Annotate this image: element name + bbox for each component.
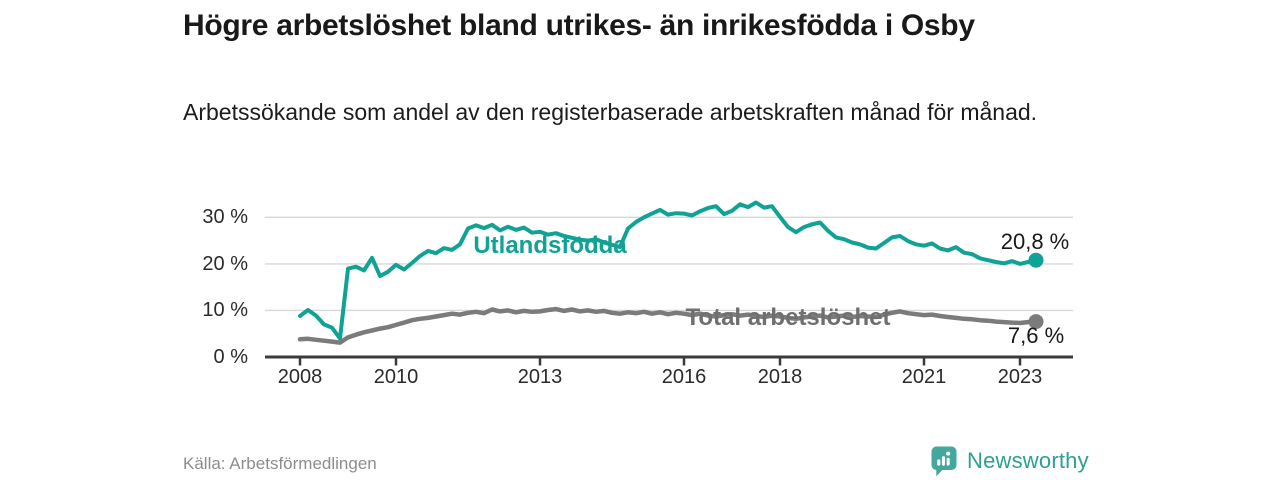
source-note: Källa: Arbetsförmedlingen <box>183 454 377 473</box>
y-tick-label: 10 % <box>202 299 248 321</box>
y-tick-label: 0 % <box>213 346 248 368</box>
newsworthy-logo-icon <box>931 446 957 477</box>
series-end-dot-Total arbetslöshet <box>1028 314 1044 330</box>
end-value-total-arbetsloshet: 7,6 % <box>1007 323 1065 348</box>
chart-title: Högre arbetslöshet bland utrikes- än inr… <box>183 9 975 42</box>
x-tick-label: 2008 <box>277 366 323 388</box>
x-tick-label: 2018 <box>757 366 803 388</box>
x-tick-label: 2021 <box>901 366 947 388</box>
x-tick-label: 2010 <box>373 366 419 388</box>
series-line-Total arbetslöshet <box>297 306 1039 345</box>
chart-subtitle: Arbetssökande som andel av den registerb… <box>183 99 1038 125</box>
newsworthy-logo: Newsworthy <box>930 444 1089 478</box>
series-end-dot-Utlandsfödda <box>1028 252 1044 268</box>
newsworthy-logo-text: Newsworthy <box>967 448 1089 473</box>
series-line-Utlandsfödda <box>298 200 1038 341</box>
y-tick-label: 30 % <box>202 206 248 228</box>
y-tick-label: 20 % <box>202 253 248 275</box>
series-label-total-arbetsloshet: Total arbetslöshet <box>685 304 891 331</box>
x-tick-label: 2016 <box>661 366 707 388</box>
x-tick-label: 2013 <box>517 366 563 388</box>
end-value-utlandsfodda: 20,8 % <box>1000 229 1070 254</box>
series-label-utlandsfodda: Utlandsfödda <box>473 232 627 259</box>
x-tick-label: 2023 <box>997 366 1043 388</box>
